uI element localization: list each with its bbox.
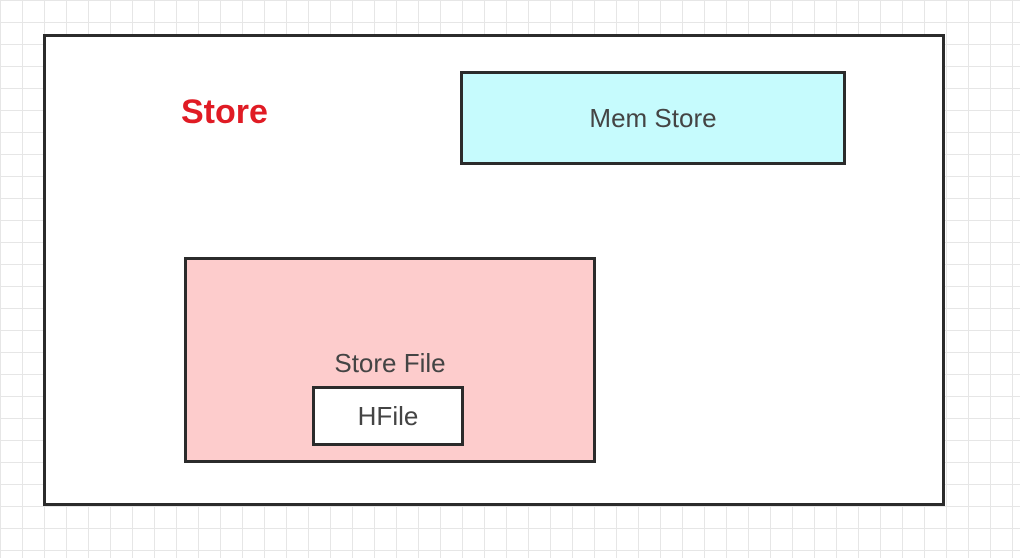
hfile-label: HFile bbox=[357, 401, 419, 431]
store-title: Store bbox=[181, 93, 268, 131]
hfile-box: HFile bbox=[312, 386, 464, 446]
mem-store-label: Mem Store bbox=[589, 103, 717, 133]
store-file-label: Store File bbox=[334, 348, 446, 378]
mem-store-box: Mem Store bbox=[460, 71, 846, 165]
